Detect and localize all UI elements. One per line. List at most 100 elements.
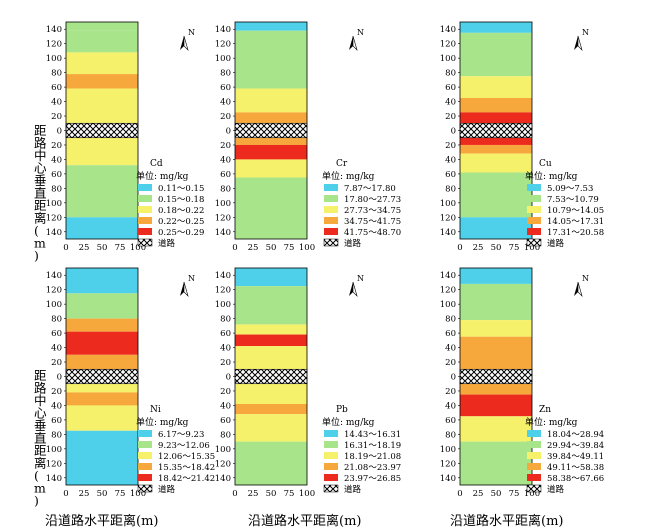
x-tick-label: 75 <box>509 243 520 253</box>
x-tick-label: 0 <box>457 489 462 499</box>
y-tick-label: 120 <box>46 40 62 50</box>
x-tick-label: 75 <box>284 489 295 499</box>
legend-swatch <box>324 430 338 437</box>
y-tick-label: 20 <box>445 141 456 151</box>
y-tick-label: 0 <box>451 373 456 383</box>
y-tick-label: 120 <box>215 286 231 296</box>
x-tick-label: 0 <box>232 489 237 499</box>
panels-group: 140 120 100 80 60 40 20 0 20 40 60 80 100 120 140 0 25 50… <box>46 21 604 499</box>
contour-band <box>66 405 138 431</box>
north-label: N <box>188 274 195 283</box>
x-tick-label: 100 <box>130 243 146 253</box>
x-tick-label: 50 <box>491 243 502 253</box>
legend-entry: 12.06～15.35 <box>158 452 215 462</box>
y-tick-label: 60 <box>445 170 456 180</box>
contour-band <box>235 88 307 113</box>
legend-swatch <box>527 463 541 470</box>
x-tick-label: 100 <box>524 489 540 499</box>
north-label: N <box>582 274 589 283</box>
x-tick-label: 25 <box>473 243 484 253</box>
x-tick-label: 25 <box>248 489 259 499</box>
legend-swatch <box>527 228 541 235</box>
road-strip <box>65 122 139 139</box>
legend-entry: 27.73～34.75 <box>344 206 401 216</box>
contour-band <box>235 383 307 404</box>
contour-band <box>235 286 307 325</box>
contour-band <box>460 144 532 154</box>
y-tick-label: 20 <box>51 141 62 151</box>
y-tick-label: 40 <box>220 344 231 354</box>
x-tick-label: 75 <box>115 243 126 253</box>
y-tick-label: 100 <box>215 54 231 64</box>
y-tick-label: 140 <box>46 474 62 484</box>
y-tick-label: 80 <box>51 184 62 194</box>
y-tick-label: 20 <box>220 387 231 397</box>
legend-road-label: 道路 <box>158 484 176 495</box>
contour-band <box>66 430 138 485</box>
x-tick-label: 25 <box>79 243 90 253</box>
contour-band <box>235 30 307 89</box>
legend-title: Zn <box>539 405 551 415</box>
contour-band <box>235 441 307 485</box>
y-tick-label: 140 <box>440 271 456 281</box>
legend-entry: 0.11～0.15 <box>158 184 204 194</box>
road-strip <box>234 122 308 139</box>
y-tick-label: 0 <box>57 373 62 383</box>
north-arrow-icon: N <box>574 274 589 298</box>
y-tick-label: 40 <box>220 401 231 411</box>
contour-band <box>460 283 532 321</box>
contour-band <box>66 318 138 332</box>
legend-entry: 34.75～41.75 <box>344 217 401 227</box>
x-tick-label: 100 <box>299 243 315 253</box>
legend-swatch <box>324 217 338 224</box>
y-tick-label: 0 <box>226 373 231 383</box>
y-tick-label: 140 <box>440 228 456 238</box>
y-tick-label: 140 <box>215 228 231 238</box>
x-tick-label: 75 <box>509 489 520 499</box>
legend-road-swatch <box>323 238 339 247</box>
y-tick-label: 80 <box>51 315 62 325</box>
y-tick-label: 140 <box>46 25 62 35</box>
y-tick-label: 0 <box>226 127 231 137</box>
contour-band <box>66 88 138 124</box>
legend-entry: 0.15～0.18 <box>158 195 204 205</box>
legend-title: Pb <box>336 405 348 415</box>
north-arrow-icon: N <box>180 274 195 298</box>
x-tick-label: 50 <box>97 489 108 499</box>
legend-swatch <box>324 463 338 470</box>
y-tick-label: 60 <box>220 170 231 180</box>
legend-entry: 17.31～20.58 <box>547 228 604 238</box>
x-axis-label-middle: 沿道路水平距离(m) <box>248 513 361 529</box>
contour-band <box>235 268 307 287</box>
contour-band <box>66 331 138 355</box>
legend-swatch <box>527 430 541 437</box>
contour-band <box>66 52 138 75</box>
y-tick-label: 40 <box>220 98 231 108</box>
legend-entry: 5.09～7.53 <box>547 184 593 194</box>
x-tick-label: 25 <box>79 489 90 499</box>
y-tick-label: 100 <box>46 300 62 310</box>
legend-title: Cu <box>539 159 552 169</box>
legend-swatch <box>138 474 152 481</box>
legend-road-label: 道路 <box>344 484 362 495</box>
x-tick-label: 50 <box>97 243 108 253</box>
contour-band <box>66 392 138 406</box>
legend-entry: 41.75～48.70 <box>344 228 401 238</box>
legend-title: Cr <box>336 159 348 169</box>
north-arrow-icon: N <box>574 28 589 52</box>
legend-unit: 单位: mg/kg <box>136 170 189 182</box>
y-tick-label: 100 <box>440 199 456 209</box>
y-tick-label: 80 <box>445 315 456 325</box>
x-axis-label-right: 沿道路水平距离(m) <box>450 513 563 529</box>
legend-swatch <box>138 452 152 459</box>
y-tick-label: 120 <box>215 213 231 223</box>
y-tick-label: 80 <box>445 69 456 79</box>
x-tick-label: 50 <box>266 243 277 253</box>
contour-band <box>235 112 307 124</box>
contour-band <box>235 414 307 442</box>
